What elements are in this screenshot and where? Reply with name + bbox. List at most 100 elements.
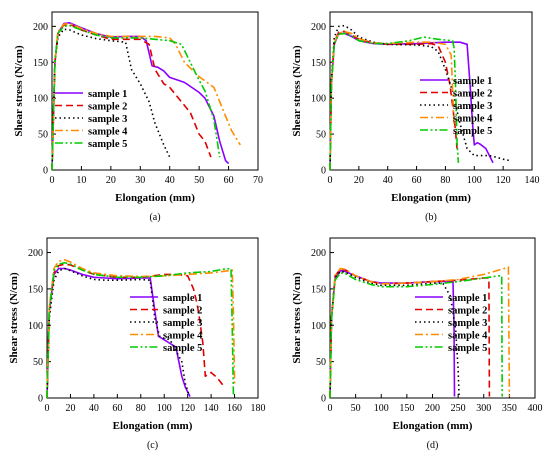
y-tick-label: 100 — [33, 94, 48, 105]
series-line-4 — [329, 266, 511, 399]
series-line-2 — [46, 263, 224, 399]
legend-label: sample 4 — [163, 331, 203, 342]
chart-panel-0: 0 10 20 30 40 50 60 70 0 50 100 150 200 Elongation (m… — [13, 11, 263, 223]
y-axis-title: Shear stress (N/cm) — [291, 272, 303, 364]
y-tick-label: 50 — [316, 130, 326, 141]
x-axis-title: Elongation (mm) — [115, 192, 195, 204]
y-tick-label: 200 — [311, 248, 326, 259]
x-tick-label: 60 — [224, 175, 234, 186]
legend-label: sample 2 — [163, 306, 202, 317]
x-tick-label: 40 — [89, 403, 99, 414]
x-tick-label: 10 — [76, 175, 86, 186]
legend-label: sample 3 — [448, 318, 487, 329]
x-tick-label: 300 — [476, 403, 491, 414]
plot-frame — [329, 237, 536, 399]
y-tick-label: 50 — [38, 130, 48, 141]
series-line-3 — [51, 28, 171, 171]
x-tick-label: 50 — [194, 175, 204, 186]
x-tick-label: 100 — [157, 403, 172, 414]
x-tick-label: 120 — [180, 403, 195, 414]
y-tick-label: 150 — [311, 58, 326, 69]
y-tick-label: 50 — [33, 357, 43, 368]
legend-label: sample 1 — [163, 293, 202, 304]
x-tick-label: 50 — [351, 403, 361, 414]
y-tick-label: 200 — [28, 248, 43, 259]
x-tick-label: 20 — [354, 175, 364, 186]
x-axis-title: Elongation (mm) — [391, 192, 471, 204]
x-tick-label: 250 — [451, 403, 466, 414]
y-tick-label: 200 — [33, 22, 48, 33]
chart-panel-2: 0 20 40 60 80 100 120 140 160 180 0 50 100 150 200 Elon… — [8, 237, 266, 451]
chart-panel-3: 0 50 100 150 200 250 300 350 400 0 50 100 150 200 Elon… — [291, 237, 543, 451]
x-axis-title: Elongation (mm) — [393, 420, 473, 432]
series-line-5 — [51, 24, 221, 171]
legend-label: sample 2 — [448, 306, 487, 317]
x-tick-label: 100 — [374, 403, 389, 414]
series-line-2 — [51, 23, 212, 171]
x-tick-label: 400 — [528, 403, 543, 414]
x-tick-label: 140 — [204, 403, 219, 414]
x-tick-label: 0 — [50, 175, 55, 186]
panel-label: (b) — [425, 212, 437, 223]
legend-label: sample 1 — [453, 76, 492, 87]
x-tick-label: 350 — [502, 403, 517, 414]
y-tick-label: 0 — [43, 166, 48, 177]
x-tick-label: 20 — [106, 175, 116, 186]
legend-label: sample 3 — [88, 114, 127, 125]
x-tick-label: 30 — [135, 175, 145, 186]
panel-label: (d) — [427, 440, 439, 451]
x-tick-label: 40 — [383, 175, 393, 186]
legend-label: sample 5 — [163, 343, 202, 354]
y-tick-label: 50 — [316, 357, 326, 368]
y-tick-label: 100 — [311, 321, 326, 332]
x-tick-label: 200 — [425, 403, 440, 414]
y-axis-title: Shear stress (N/cm) — [8, 272, 20, 364]
x-tick-label: 150 — [399, 403, 414, 414]
x-tick-label: 60 — [112, 403, 122, 414]
x-tick-label: 0 — [45, 403, 50, 414]
y-tick-label: 200 — [311, 22, 326, 33]
x-tick-label: 20 — [65, 403, 75, 414]
legend-label: sample 2 — [88, 102, 127, 113]
x-tick-label: 80 — [440, 175, 450, 186]
series-line-4 — [46, 258, 236, 399]
y-tick-label: 150 — [33, 58, 48, 69]
x-tick-label: 0 — [328, 175, 333, 186]
series-line-5 — [46, 261, 235, 399]
series-line-5 — [329, 32, 460, 171]
y-tick-label: 150 — [311, 284, 326, 295]
legend-label: sample 5 — [448, 343, 487, 354]
x-tick-label: 70 — [253, 175, 263, 186]
series-line-3 — [329, 270, 460, 399]
legend-label: sample 3 — [453, 101, 492, 112]
panel-label: (a) — [149, 212, 160, 223]
series-line-4 — [51, 22, 241, 171]
x-tick-label: 140 — [525, 175, 540, 186]
y-tick-label: 100 — [28, 321, 43, 332]
y-tick-label: 150 — [28, 284, 43, 295]
y-axis-title: Shear stress (N/cm) — [13, 45, 25, 137]
x-tick-label: 100 — [467, 175, 482, 186]
x-tick-label: 60 — [412, 175, 422, 186]
panel-label: (c) — [147, 440, 158, 451]
plot-frame — [46, 237, 259, 399]
series-line-4 — [329, 30, 455, 171]
legend-label: sample 3 — [163, 318, 202, 329]
series-line-1 — [46, 267, 191, 399]
legend-label: sample 4 — [448, 331, 488, 342]
x-tick-label: 0 — [328, 403, 333, 414]
y-tick-label: 0 — [321, 394, 326, 405]
legend-label: sample 5 — [453, 126, 492, 137]
y-tick-label: 0 — [321, 166, 326, 177]
plot-frame — [329, 11, 533, 171]
chart-panel-1: 0 20 40 60 80 100 120 140 0 50 100 150 200 Elongation… — [291, 11, 540, 223]
y-axis-title: Shear stress (N/cm) — [291, 45, 303, 137]
plot-frame — [51, 11, 259, 171]
x-tick-label: 80 — [136, 403, 146, 414]
series-line-2 — [329, 30, 458, 171]
x-tick-label: 180 — [251, 403, 266, 414]
